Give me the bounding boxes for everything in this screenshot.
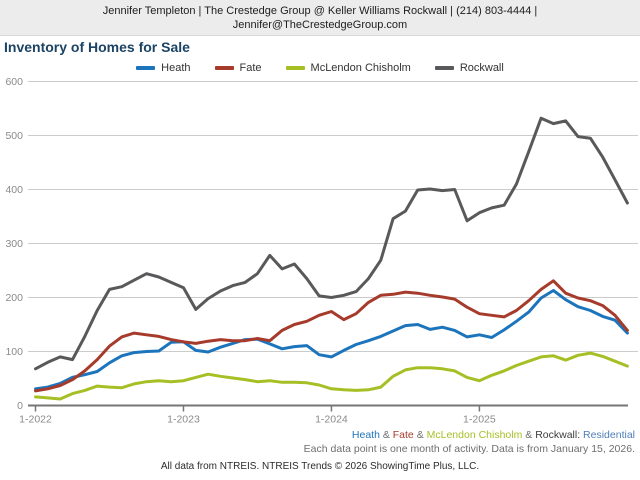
legend-label-heath: Heath (161, 62, 191, 74)
svg-text:500: 500 (5, 130, 23, 142)
contact-line-2: Jennifer@TheCrestedgeGroup.com (232, 19, 408, 31)
footer-community-segment: Fate (392, 429, 414, 441)
legend-label-rockwall: Rockwall (459, 62, 504, 74)
svg-text:600: 600 (5, 76, 23, 88)
footer-community-segment: & (413, 429, 427, 441)
svg-text:100: 100 (5, 346, 23, 358)
chart-legend: Heath Fate McLendon Chisholm Rockwall (0, 62, 640, 74)
inventory-line-chart: 0 100 200 300 400 500 600 1-2022 1-2023 1-2024 1-2… (5, 76, 638, 426)
footer-community-segment: Residential (580, 429, 635, 441)
footer-community-segment: Rockwall: (535, 429, 581, 441)
legend-item-heath: Heath (136, 62, 191, 74)
legend-item-rockwall: Rockwall (434, 62, 504, 74)
svg-text:1-2025: 1-2025 (463, 414, 496, 426)
footer-note: Each data point is one month of activity… (303, 443, 635, 455)
svg-text:1-2023: 1-2023 (167, 414, 200, 426)
svg-text:1-2024: 1-2024 (315, 414, 348, 426)
legend-label-mclendon-chisholm: McLendon Chisholm (310, 62, 411, 74)
svg-text:400: 400 (5, 184, 23, 196)
legend-label-fate: Fate (239, 62, 262, 74)
contact-header: Jennifer Templeton | The Crestedge Group… (0, 0, 640, 36)
svg-text:200: 200 (5, 292, 23, 304)
footer-community-segment: McLendon Chisholm (426, 429, 523, 441)
contact-line-1: Jennifer Templeton | The Crestedge Group… (102, 5, 538, 17)
legend-swatch-fate (214, 66, 234, 70)
footer-communities: Heath & Fate & McLendon Chisholm & Rockw… (352, 429, 635, 441)
footer-community-segment: & (379, 429, 393, 441)
legend-swatch-rockwall (434, 66, 454, 70)
svg-text:300: 300 (5, 238, 23, 250)
footer-community-segment: & (522, 429, 536, 441)
footer-community-segment: Heath (351, 429, 380, 441)
legend-swatch-mclendon-chisholm (285, 66, 305, 70)
page-title: Inventory of Homes for Sale (4, 39, 190, 55)
legend-item-mclendon-chisholm: McLendon Chisholm (285, 62, 411, 74)
svg-text:1-2022: 1-2022 (19, 414, 52, 426)
legend-swatch-heath (136, 66, 156, 70)
svg-text:0: 0 (17, 400, 23, 412)
footer-attribution: All data from NTREIS. NTREIS Trends © 20… (160, 461, 480, 472)
legend-item-fate: Fate (214, 62, 262, 74)
